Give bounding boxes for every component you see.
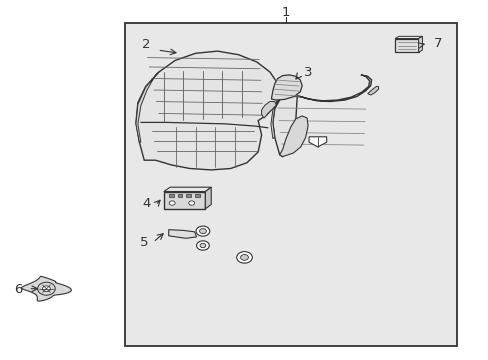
Polygon shape bbox=[272, 75, 371, 157]
Polygon shape bbox=[124, 23, 456, 346]
Polygon shape bbox=[163, 187, 211, 192]
Polygon shape bbox=[163, 192, 205, 209]
Polygon shape bbox=[394, 36, 422, 39]
Polygon shape bbox=[136, 72, 159, 142]
Polygon shape bbox=[270, 96, 281, 139]
Polygon shape bbox=[168, 194, 173, 197]
Text: 4: 4 bbox=[142, 197, 151, 210]
Polygon shape bbox=[195, 194, 200, 197]
Circle shape bbox=[236, 252, 252, 263]
Circle shape bbox=[240, 255, 248, 260]
Polygon shape bbox=[271, 75, 302, 100]
Polygon shape bbox=[261, 102, 276, 118]
Polygon shape bbox=[308, 137, 326, 147]
Text: 7: 7 bbox=[432, 37, 441, 50]
Polygon shape bbox=[21, 276, 71, 301]
Polygon shape bbox=[168, 230, 196, 238]
Text: 1: 1 bbox=[281, 6, 290, 19]
Polygon shape bbox=[177, 194, 182, 197]
Text: 3: 3 bbox=[303, 66, 312, 78]
Circle shape bbox=[196, 226, 209, 236]
Polygon shape bbox=[136, 51, 279, 170]
Circle shape bbox=[188, 201, 194, 205]
Text: 5: 5 bbox=[140, 237, 148, 249]
Polygon shape bbox=[186, 194, 191, 197]
Polygon shape bbox=[279, 116, 307, 157]
Text: 6: 6 bbox=[14, 283, 23, 296]
Polygon shape bbox=[367, 86, 378, 95]
Circle shape bbox=[42, 286, 50, 292]
Text: 2: 2 bbox=[142, 39, 151, 51]
Circle shape bbox=[199, 229, 206, 234]
Circle shape bbox=[200, 243, 205, 248]
Polygon shape bbox=[394, 39, 418, 52]
Circle shape bbox=[196, 241, 209, 250]
Circle shape bbox=[169, 201, 175, 205]
Polygon shape bbox=[205, 187, 211, 209]
Polygon shape bbox=[418, 36, 422, 52]
